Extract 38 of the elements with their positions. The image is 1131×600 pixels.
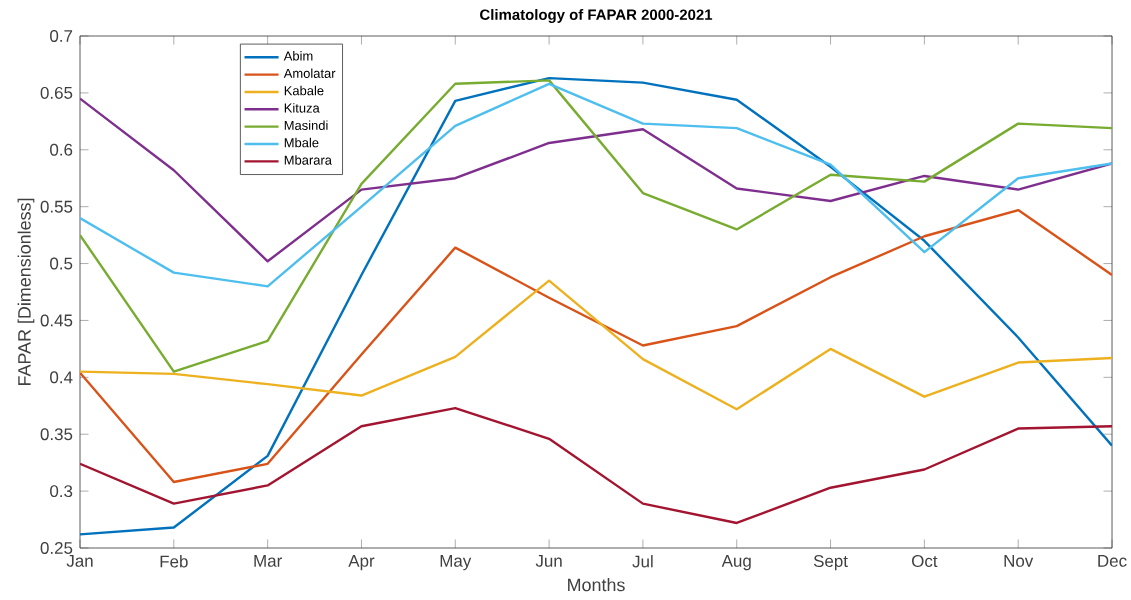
x-tick-label: Feb bbox=[160, 555, 188, 568]
chart-title: Climatology of FAPAR 2000-2021 bbox=[480, 9, 713, 23]
y-axis-title: FAPAR [Dimensionless] bbox=[17, 198, 35, 386]
line-series bbox=[80, 76, 1113, 536]
legend-label: Mbale bbox=[284, 137, 319, 148]
x-tick-label: Mar bbox=[254, 555, 282, 567]
legend-label: Kituza bbox=[284, 103, 320, 113]
line-series bbox=[80, 82, 1113, 288]
x-axis-title: Months bbox=[568, 578, 625, 592]
x-tick-label: Oct bbox=[912, 555, 938, 568]
y-tick-label: 0.65 bbox=[40, 86, 73, 99]
legend-label: Amolatar bbox=[283, 68, 336, 78]
x-tick-label: Jun bbox=[535, 555, 562, 567]
line-series bbox=[80, 279, 1113, 411]
y-tick-label: 0.45 bbox=[40, 314, 73, 327]
legend-label: Abim bbox=[283, 51, 313, 61]
y-tick-label: 0.3 bbox=[50, 485, 73, 498]
y-tick-label: 0.7 bbox=[50, 30, 73, 42]
y-tick-label: 0.55 bbox=[40, 200, 73, 213]
x-tick-label: Dec bbox=[1098, 555, 1127, 567]
y-tick-label: 0.25 bbox=[40, 542, 73, 554]
x-tick-label: Nov bbox=[1004, 555, 1034, 567]
legend-label: Masindi bbox=[284, 120, 328, 130]
x-tick-label: Sept bbox=[813, 555, 848, 571]
legend-label: Kabale bbox=[284, 85, 324, 96]
y-tick-label: 0.6 bbox=[50, 143, 73, 156]
y-tick-label: 0.35 bbox=[40, 428, 73, 441]
x-tick-label: May bbox=[440, 555, 472, 571]
x-tick-label: Jan bbox=[66, 555, 93, 567]
x-tick-label: Aug bbox=[721, 555, 751, 571]
y-tick-label: 0.5 bbox=[50, 257, 73, 270]
line-series bbox=[80, 208, 1113, 484]
legend-label: Mbarara bbox=[284, 155, 332, 165]
y-tick-label: 0.4 bbox=[50, 371, 73, 384]
line-series bbox=[80, 406, 1113, 525]
x-tick-label: Apr bbox=[348, 555, 375, 571]
line-series bbox=[80, 79, 1113, 373]
x-tick-label: Jul bbox=[632, 555, 653, 568]
